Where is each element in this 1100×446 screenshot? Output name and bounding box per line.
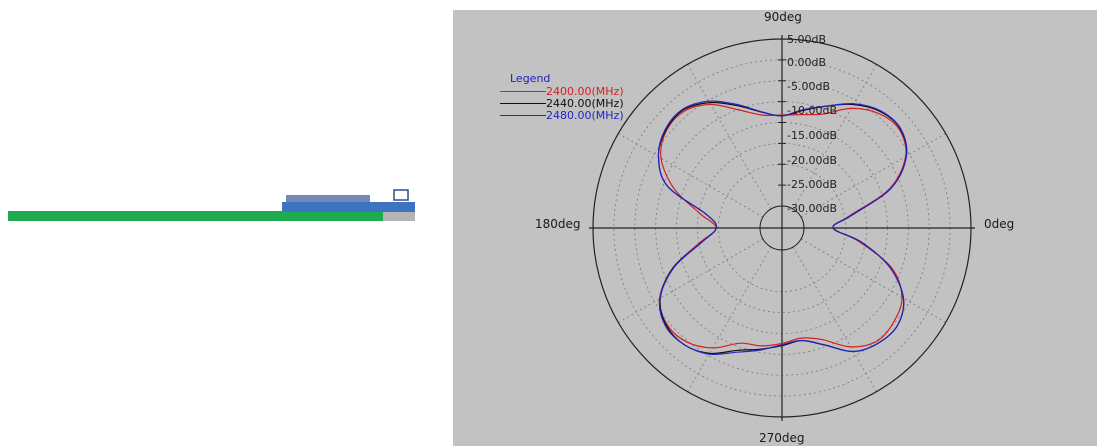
ring-label-0db: 0.00dB [787,56,827,69]
legend-entry: 2400.00(MHz) [500,85,660,98]
ground-block [383,211,415,221]
ring-label-minus10db: -10.00dB [787,104,837,117]
series-line-3 [657,100,908,356]
ring-label-minus15db: -15.00dB [787,129,837,142]
pcb-board [8,211,384,221]
polar-grid [589,35,975,421]
angle-label-180: 180deg [535,217,581,231]
ring-label-minus30db: -30.00dB [787,202,837,215]
legend-entry: 2480.00(MHz) [500,109,660,122]
antenna-side-view-diagram [8,189,415,221]
legend-entry: 2440.00(MHz) [500,97,660,110]
legend-label: 2440.00(MHz) [546,97,624,110]
angle-label-270: 270deg [759,431,805,445]
series-line-1 [658,103,907,349]
legend-swatch [500,103,546,104]
angle-label-90: 90deg [764,10,802,24]
legend-label: 2480.00(MHz) [546,109,624,122]
angle-label-0: 0deg [984,217,1015,231]
ring-label-5db: 5.00dB [787,33,827,46]
legend-label: 2400.00(MHz) [546,85,624,98]
ring-label-minus25db: -25.00dB [787,178,837,191]
polar-plot-canvas [589,35,975,421]
legend-title: Legend [510,72,551,85]
polar-plot-panel: 90deg 180deg 0deg 270deg 5.00dB 0.00dB -… [453,10,1097,446]
ring-label-minus20db: -20.00dB [787,154,837,167]
antenna-block [282,202,415,212]
small-component [393,189,409,201]
ring-label-minus5db: -5.00dB [787,80,830,93]
chip-block [286,195,370,202]
series-layer [657,100,908,356]
legend-swatch [500,91,546,92]
legend-swatch [500,115,546,116]
